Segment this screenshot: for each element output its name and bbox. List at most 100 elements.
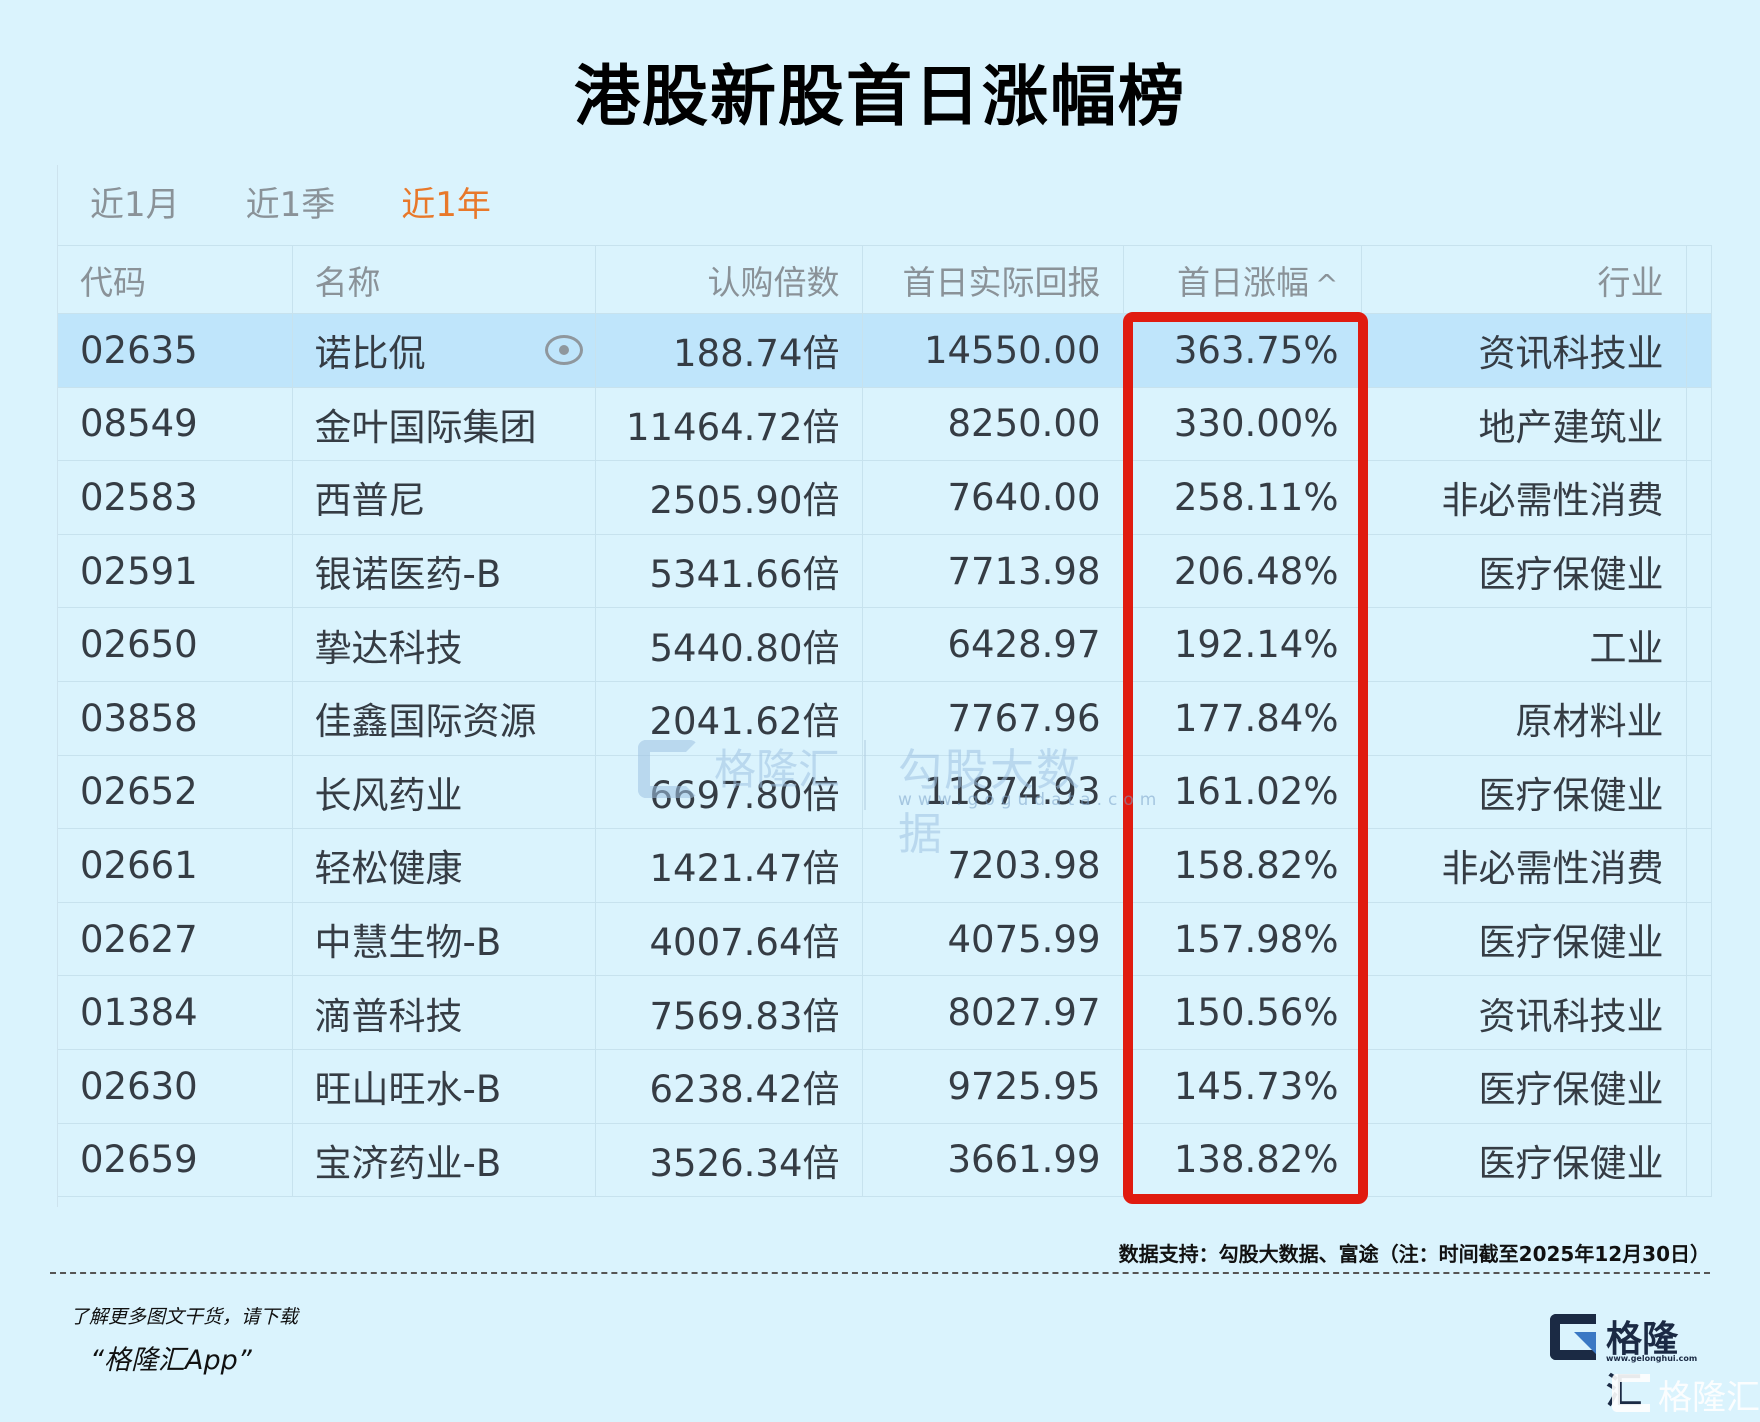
column-header-first-day-return[interactable]: 首日实际回报 <box>862 245 1124 314</box>
cell-code: 08549 <box>58 387 293 462</box>
period-tabs: 近1月 近1季 近1年 <box>58 165 1710 245</box>
cell-first-day-gain: 206.48% <box>1123 534 1362 609</box>
table-row[interactable]: 02652 长风药业 6697.80倍 11874.93 161.02% 医疗保… <box>58 755 1712 830</box>
page-title: 港股新股首日涨幅榜 <box>574 58 1186 135</box>
cell-first-day-return: 8250.00 <box>862 387 1124 462</box>
logo-url: www.gelonghui.com <box>1606 1354 1698 1363</box>
cell-first-day-gain: 192.14% <box>1123 607 1362 682</box>
cell-spacer <box>1686 1123 1712 1198</box>
cell-code: 01384 <box>58 975 293 1050</box>
cell-name: 金叶国际集团 <box>292 387 596 462</box>
table-row[interactable]: 02630 旺山旺水-B 6238.42倍 9725.95 145.73% 医疗… <box>58 1049 1712 1124</box>
cell-first-day-gain: 145.73% <box>1123 1049 1362 1124</box>
table-row[interactable]: 02583 西普尼 2505.90倍 7640.00 258.11% 非必需性消… <box>58 460 1712 535</box>
tab-1-year[interactable]: 近1年 <box>401 185 491 225</box>
table-row[interactable]: 01384 滴普科技 7569.83倍 8027.97 150.56% 资讯科技… <box>58 975 1712 1050</box>
table-header-row: 代码 名称 认购倍数 首日实际回报 首日涨幅 ^ 行业 <box>58 245 1712 314</box>
cell-first-day-return: 11874.93 <box>862 755 1124 830</box>
cell-first-day-gain: 177.84% <box>1123 681 1362 756</box>
cell-name: 佳鑫国际资源 <box>292 681 596 756</box>
cell-industry: 非必需性消费 <box>1361 828 1687 903</box>
promo-app-name: “格隆汇App” <box>90 1345 252 1376</box>
cell-spacer <box>1686 387 1712 462</box>
cell-first-day-return: 6428.97 <box>862 607 1124 682</box>
promo-text: 了解更多图文干货，请下载 <box>70 1306 299 1328</box>
column-header-subscription[interactable]: 认购倍数 <box>595 245 863 314</box>
data-source-note: 数据支持：勾股大数据、富途（注：时间截至2025年12月30日） <box>1118 1242 1710 1266</box>
tab-1-quarter[interactable]: 近1季 <box>245 185 336 225</box>
table-row[interactable]: 02635 诺比侃 188.74倍 14550.00 363.75% 资讯科技业 <box>58 313 1712 388</box>
cell-first-day-gain: 150.56% <box>1123 975 1362 1050</box>
cell-name: 银诺医药-B <box>292 534 596 609</box>
cell-first-day-gain: 258.11% <box>1123 460 1362 535</box>
cell-spacer <box>1686 755 1712 830</box>
tab-1-month[interactable]: 近1月 <box>90 185 180 225</box>
column-header-first-day-gain[interactable]: 首日涨幅 ^ <box>1123 245 1362 314</box>
cell-first-day-gain: 158.82% <box>1123 828 1362 903</box>
cell-first-day-return: 3661.99 <box>862 1123 1124 1198</box>
gelonghui-g-watermark-icon <box>1612 1374 1650 1412</box>
cell-code: 02627 <box>58 902 293 977</box>
cell-code: 02630 <box>58 1049 293 1124</box>
cell-subscription: 11464.72倍 <box>595 387 863 462</box>
table-row[interactable]: 02659 宝济药业-B 3526.34倍 3661.99 138.82% 医疗… <box>58 1123 1712 1198</box>
cell-spacer <box>1686 902 1712 977</box>
cell-first-day-return: 7767.96 <box>862 681 1124 756</box>
cell-name: 挚达科技 <box>292 607 596 682</box>
cell-industry: 资讯科技业 <box>1361 975 1687 1050</box>
cell-name: 西普尼 <box>292 460 596 535</box>
cell-code: 02650 <box>58 607 293 682</box>
table-row[interactable]: 08549 金叶国际集团 11464.72倍 8250.00 330.00% 地… <box>58 387 1712 462</box>
cell-subscription: 2041.62倍 <box>595 681 863 756</box>
cell-first-day-return: 7713.98 <box>862 534 1124 609</box>
cell-code: 02659 <box>58 1123 293 1198</box>
cell-subscription: 188.74倍 <box>595 313 863 388</box>
cell-subscription: 6697.80倍 <box>595 755 863 830</box>
cell-code: 02635 <box>58 313 293 388</box>
cell-name: 轻松健康 <box>292 828 596 903</box>
table-row[interactable]: 03858 佳鑫国际资源 2041.62倍 7767.96 177.84% 原材… <box>58 681 1712 756</box>
cell-spacer <box>1686 607 1712 682</box>
cell-spacer <box>1686 1049 1712 1124</box>
cell-name: 长风药业 <box>292 755 596 830</box>
cell-code: 02591 <box>58 534 293 609</box>
cell-subscription: 5341.66倍 <box>595 534 863 609</box>
cell-first-day-gain: 157.98% <box>1123 902 1362 977</box>
cell-name: 宝济药业-B <box>292 1123 596 1198</box>
cell-spacer <box>1686 313 1712 388</box>
watermark-logo-text: 格隆汇 <box>1658 1378 1760 1418</box>
cell-name: 滴普科技 <box>292 975 596 1050</box>
cell-subscription: 2505.90倍 <box>595 460 863 535</box>
column-header-name[interactable]: 名称 <box>292 245 596 314</box>
ipo-table: 代码 名称 认购倍数 首日实际回报 首日涨幅 ^ 行业 02635 诺比侃 188… <box>58 245 1712 1198</box>
column-header-first-day-gain-label: 首日涨幅 <box>1177 262 1310 302</box>
column-header-code[interactable]: 代码 <box>58 245 293 314</box>
gelonghui-watermark-logo: 格隆汇 <box>1612 1370 1760 1418</box>
cell-industry: 地产建筑业 <box>1361 387 1687 462</box>
cell-first-day-gain: 363.75% <box>1123 313 1362 388</box>
cell-name: 中慧生物-B <box>292 902 596 977</box>
cell-industry: 原材料业 <box>1361 681 1687 756</box>
gelonghui-g-icon <box>1550 1314 1596 1360</box>
cell-name-text: 诺比侃 <box>314 332 426 376</box>
cell-subscription: 5440.80倍 <box>595 607 863 682</box>
watch-eye-icon[interactable] <box>544 335 583 366</box>
cell-subscription: 7569.83倍 <box>595 975 863 1050</box>
column-header-spacer <box>1686 245 1712 314</box>
cell-subscription: 1421.47倍 <box>595 828 863 903</box>
table-row[interactable]: 02591 银诺医药-B 5341.66倍 7713.98 206.48% 医疗… <box>58 534 1712 609</box>
column-header-industry[interactable]: 行业 <box>1361 245 1687 314</box>
cell-subscription: 6238.42倍 <box>595 1049 863 1124</box>
cell-industry: 医疗保健业 <box>1361 1123 1687 1198</box>
gelonghui-logo: 格隆汇 www.gelonghui.com <box>1548 1310 1708 1412</box>
table-row[interactable]: 02650 挚达科技 5440.80倍 6428.97 192.14% 工业 <box>58 607 1712 682</box>
table-row[interactable]: 02661 轻松健康 1421.47倍 7203.98 158.82% 非必需性… <box>58 828 1712 903</box>
cell-spacer <box>1686 828 1712 903</box>
cell-first-day-gain: 138.82% <box>1123 1123 1362 1198</box>
footer-divider <box>50 1272 1710 1274</box>
cell-first-day-return: 9725.95 <box>862 1049 1124 1124</box>
table-row[interactable]: 02627 中慧生物-B 4007.64倍 4075.99 157.98% 医疗… <box>58 902 1712 977</box>
cell-name: 诺比侃 <box>292 313 596 388</box>
chevron-up-icon: ^ <box>1315 267 1339 301</box>
cell-industry: 医疗保健业 <box>1361 902 1687 977</box>
